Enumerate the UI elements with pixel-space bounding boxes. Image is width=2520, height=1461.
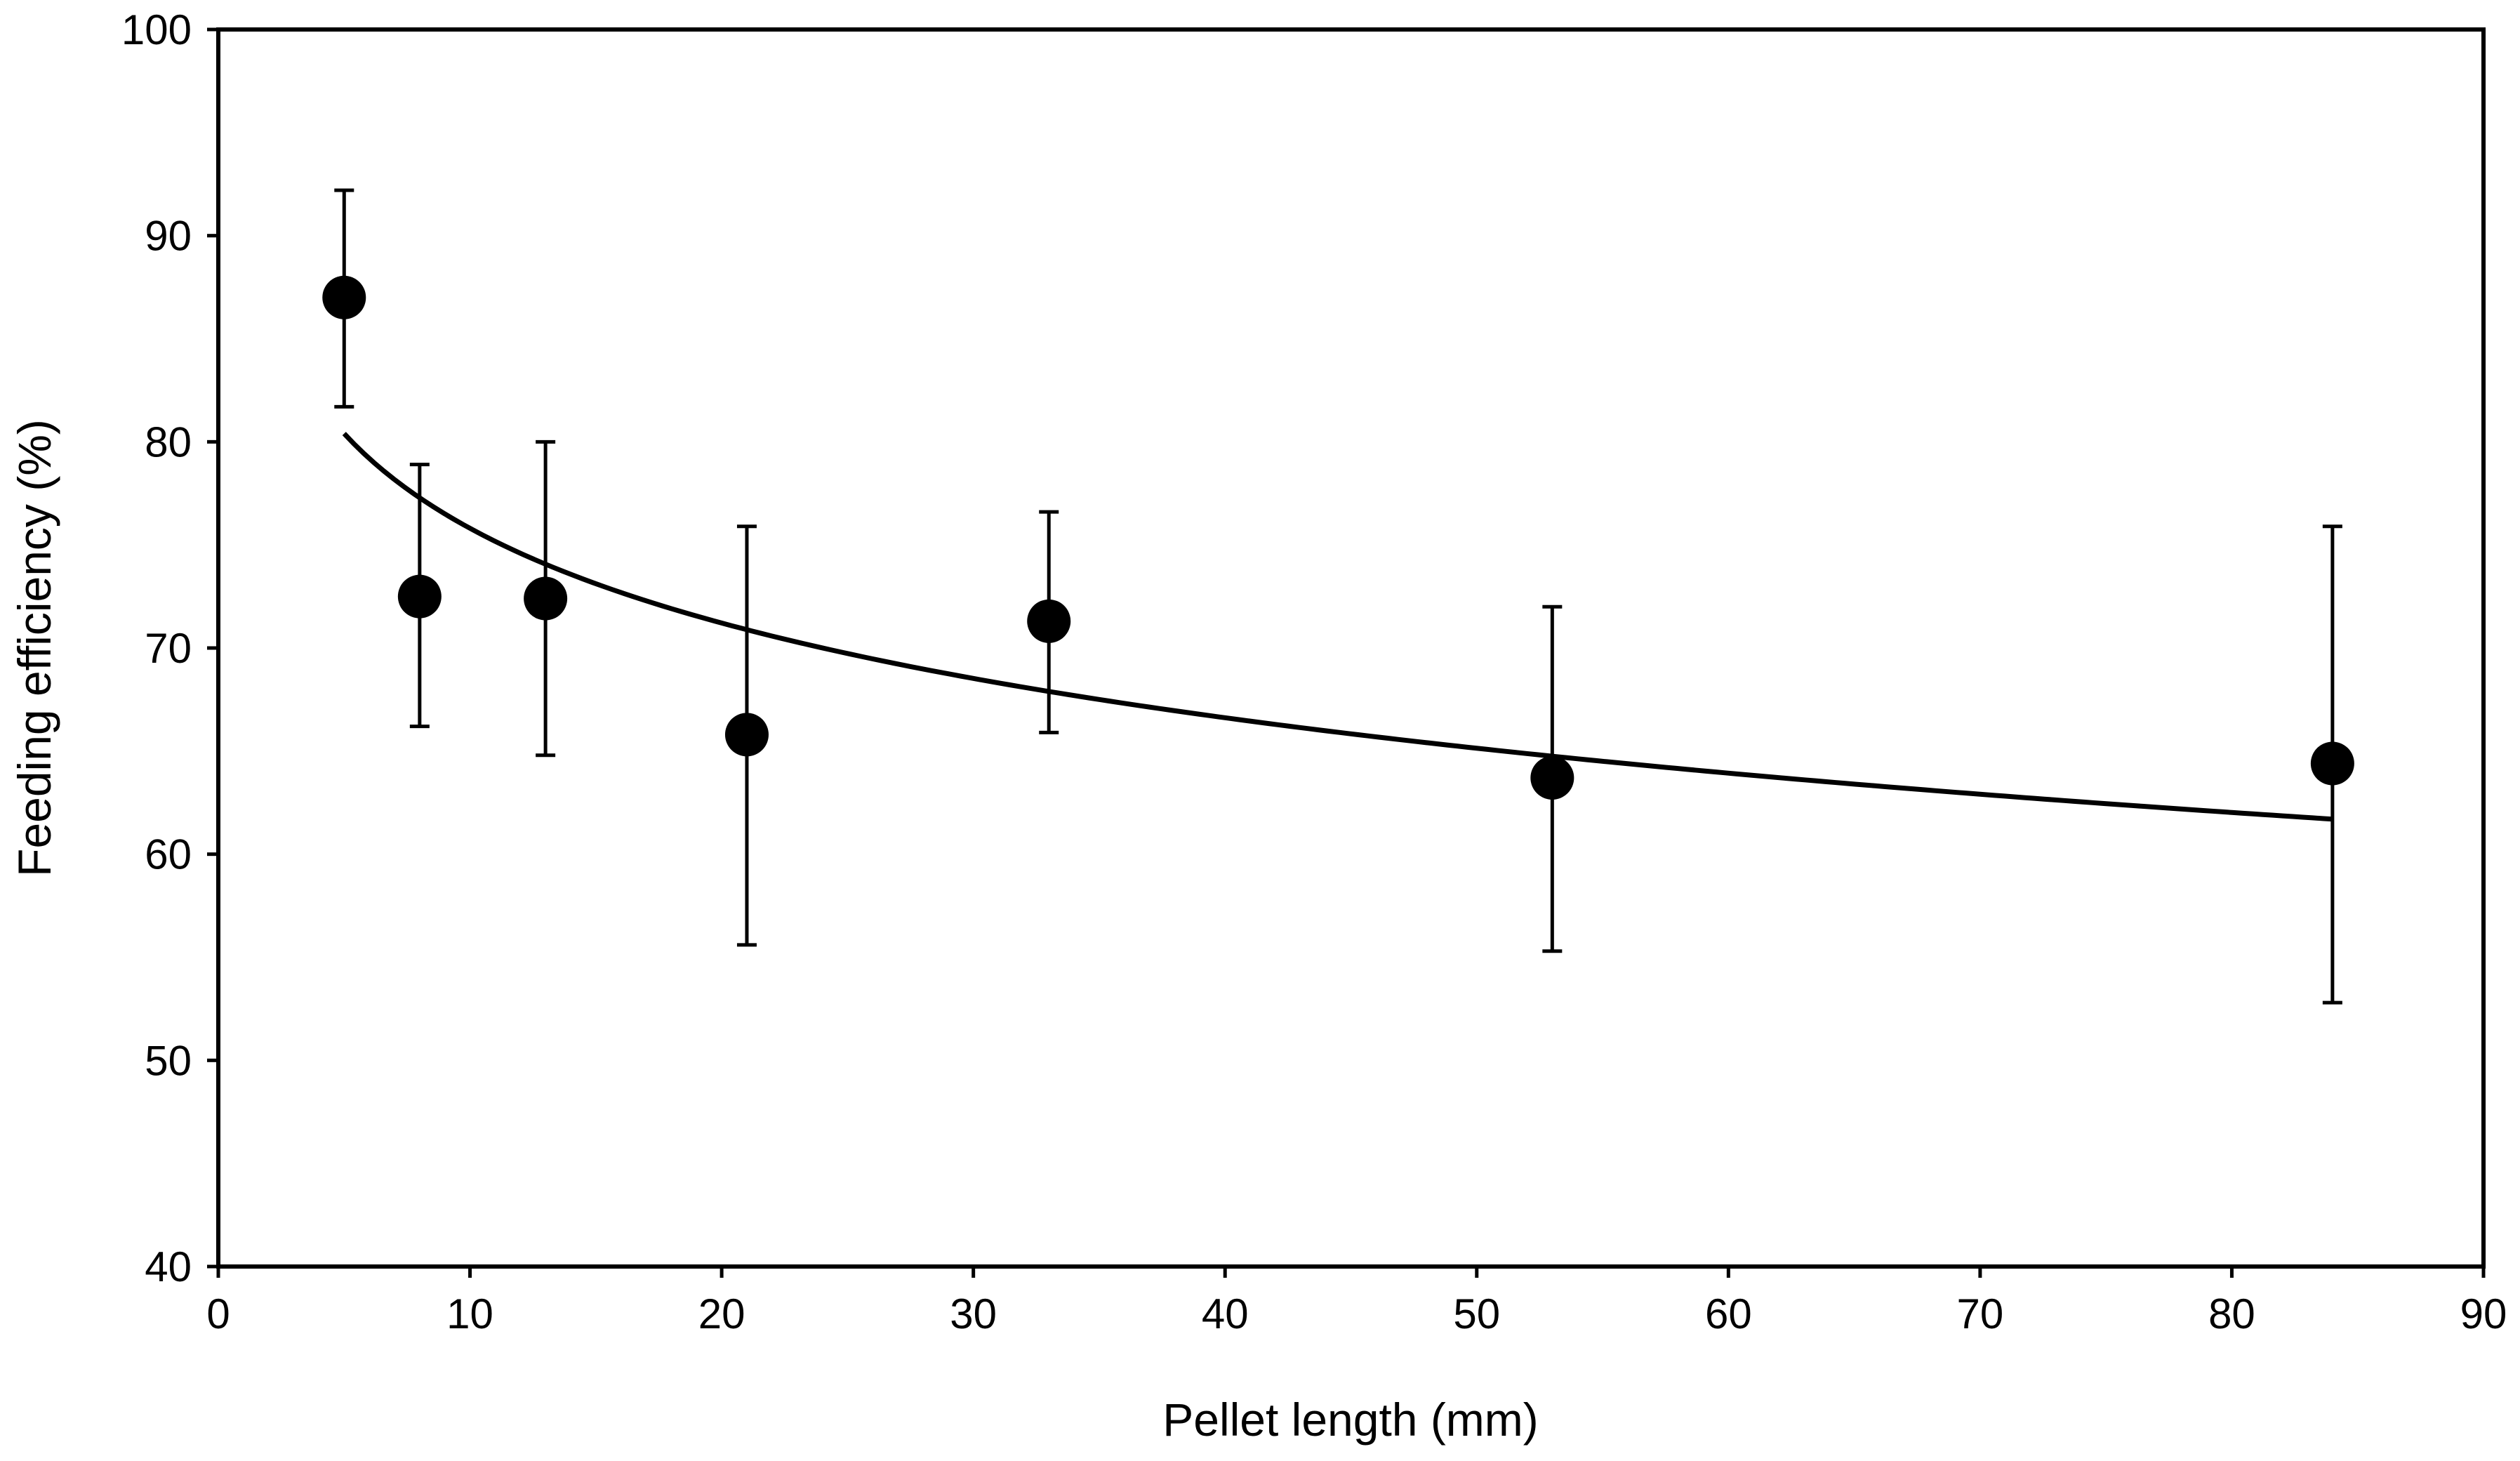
y-tick-label: 100 <box>121 6 192 53</box>
data-point <box>322 275 366 319</box>
x-tick-label: 80 <box>2208 1290 2255 1337</box>
y-tick-label: 50 <box>145 1037 192 1084</box>
fit-curve <box>342 432 2333 822</box>
x-tick-label: 70 <box>1957 1290 2004 1337</box>
x-tick-label: 60 <box>1705 1290 1752 1337</box>
data-point <box>524 576 568 621</box>
data-point <box>1027 599 1071 643</box>
x-tick-label: 30 <box>950 1290 997 1337</box>
plot-area-frame <box>216 27 2486 1269</box>
data-point <box>2310 741 2354 786</box>
y-axis-title: Feeding efficiency (%) <box>8 419 60 877</box>
x-tick-label: 50 <box>1453 1290 1500 1337</box>
fit-curve-layer <box>342 432 2333 822</box>
x-tick-label: 0 <box>206 1290 230 1337</box>
x-tick-label: 10 <box>446 1290 493 1337</box>
data-point <box>1530 756 1574 800</box>
x-tick-label: 20 <box>698 1290 745 1337</box>
y-tick-label: 70 <box>145 625 192 672</box>
data-point <box>397 574 442 619</box>
data-point <box>724 713 769 757</box>
x-tick-label: 90 <box>2460 1290 2507 1337</box>
y-axis-ticks: 40 50 60 70 80 90 100 <box>121 6 218 1290</box>
x-tick-label: 40 <box>1202 1290 1249 1337</box>
y-tick-label: 60 <box>145 831 192 878</box>
x-axis-title: Pellet length (mm) <box>1162 1394 1539 1446</box>
y-tick-label: 40 <box>145 1243 192 1290</box>
y-tick-label: 80 <box>145 418 192 465</box>
data-points-layer <box>322 275 2354 800</box>
x-axis-ticks: 0 10 20 30 40 50 60 70 80 90 <box>206 1267 2507 1337</box>
y-tick-label: 90 <box>145 213 192 260</box>
